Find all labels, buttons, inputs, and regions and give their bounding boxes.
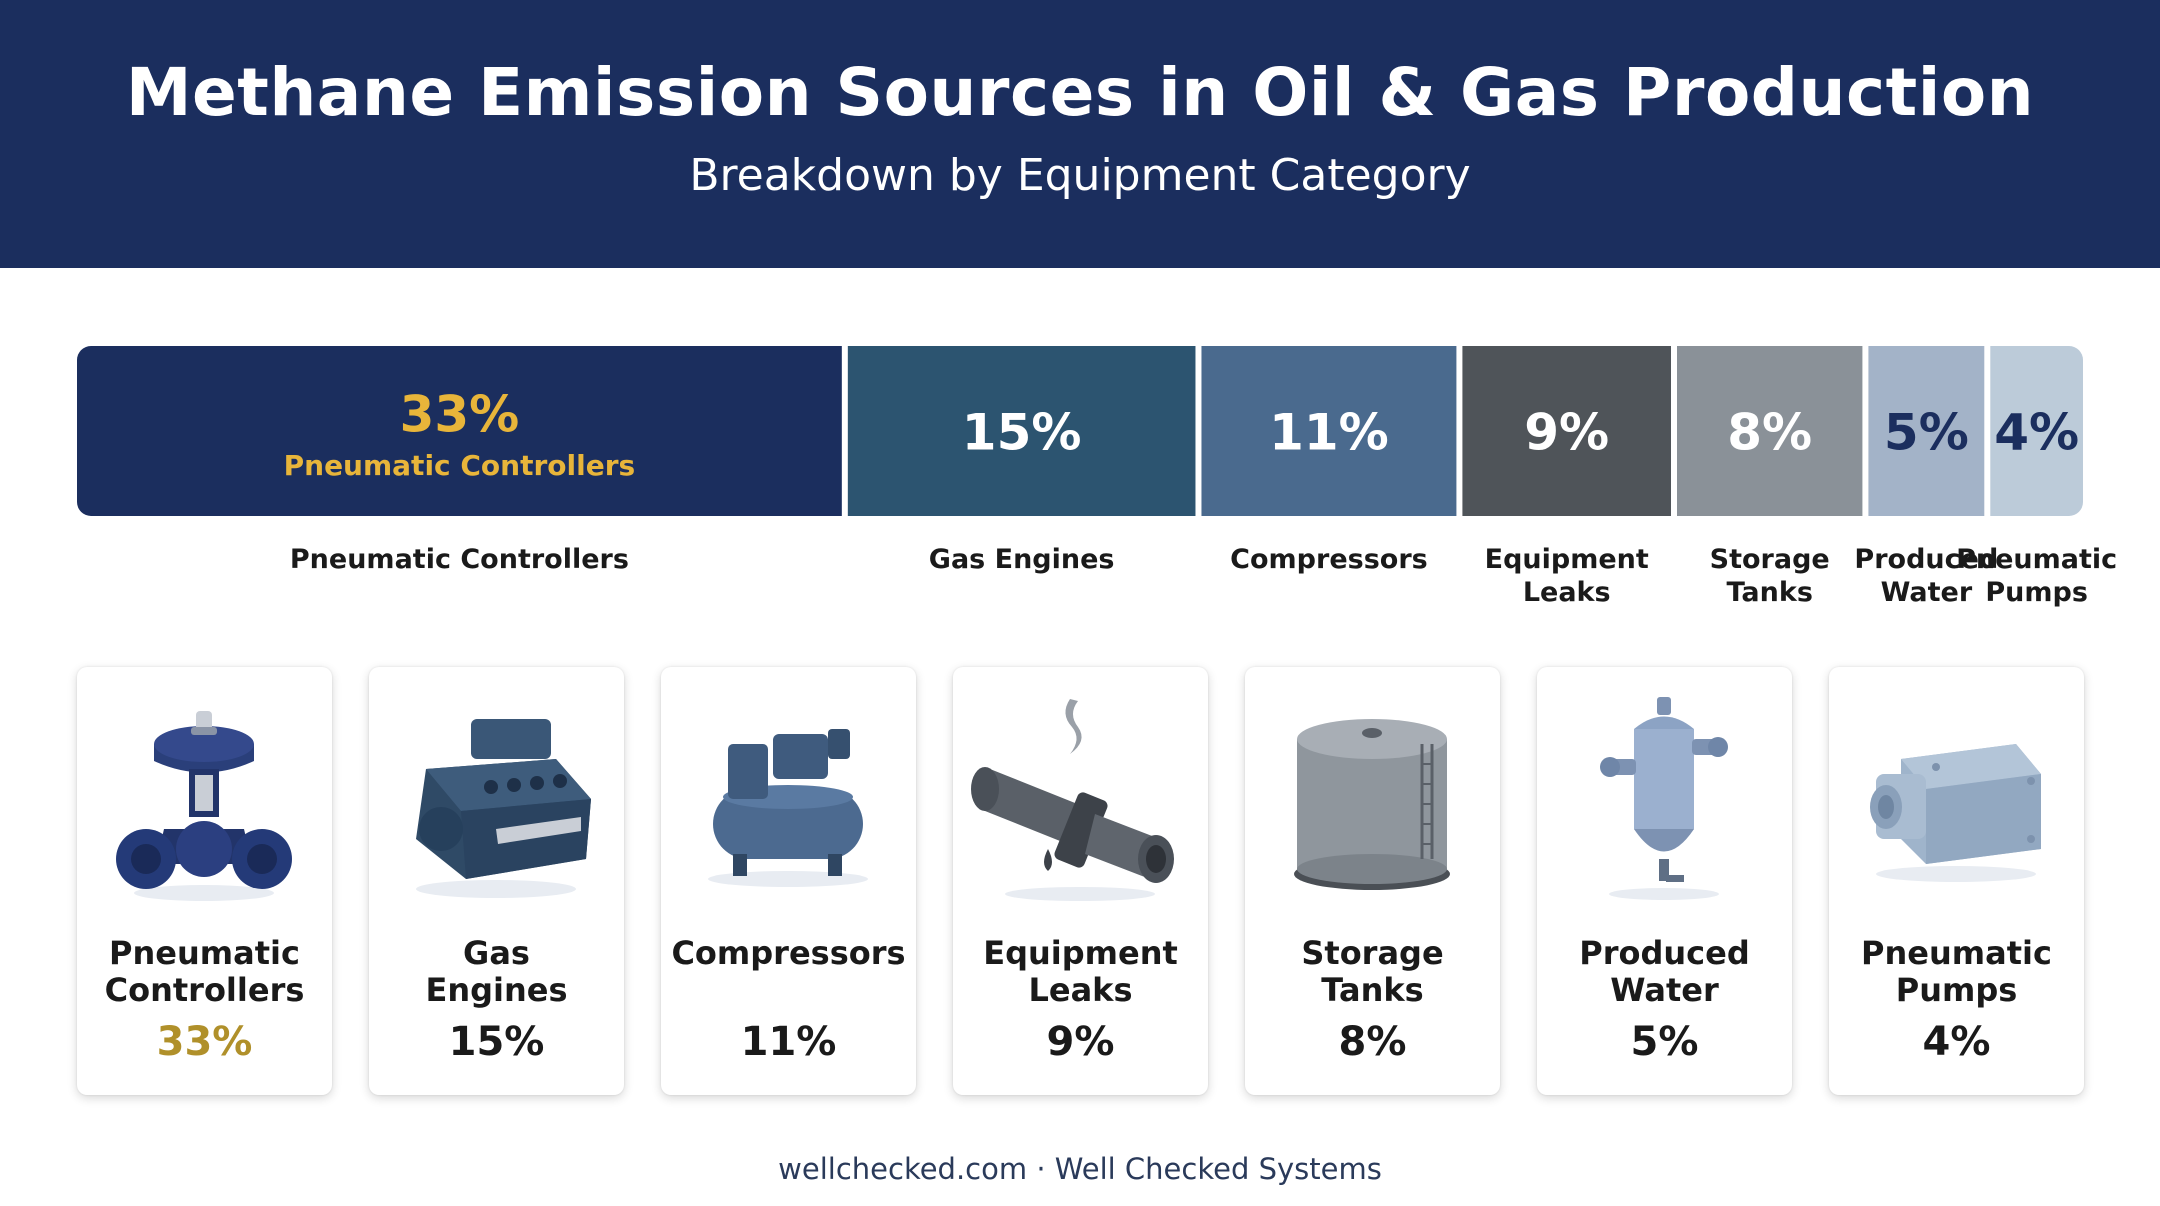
card-storage-tanks: Storage Tanks 8% [1245,667,1500,1095]
control-valve-icon [116,711,292,901]
card-title: Gas Engines [425,934,568,1009]
category-label: Produced [1854,544,1998,575]
card-percentage: 11% [740,1019,837,1065]
category-label: Storage [1710,544,1830,575]
storage-tank-icon [1294,719,1450,890]
data-label: 5% [1884,404,1969,462]
card-percentage: 9% [1046,1019,1115,1065]
header-banner: Methane Emission Sources in Oil & Gas Pr… [0,0,2160,268]
card-percentage: 5% [1630,1019,1699,1065]
data-label: 15% [962,404,1082,462]
footer-credit: wellchecked.com · Well Checked Systems [778,1152,1382,1186]
card-percentage: 15% [448,1019,545,1065]
data-label: 9% [1524,404,1609,462]
category-label: Water [1881,577,1973,608]
inner-segment-label: Pneumatic Controllers [284,449,636,482]
bar-segments [77,346,2083,516]
card-percentage: 8% [1338,1019,1407,1065]
card-equipment-leaks: Equipment Leaks 9% [953,667,1208,1095]
stacked-bar-chart: 33% Pneumatic Controllers Pneumatic Contro… [77,346,2117,608]
category-label: Pneumatic [1956,544,2117,575]
card-gas-engines: Gas Engines 15% [369,667,624,1095]
data-label: 33% [400,386,520,444]
card-title: Produced Water [1579,934,1750,1009]
bar-segment [1201,346,1457,516]
card-percentage: 4% [1922,1019,1991,1065]
bar-segment [1462,346,1671,516]
engine-icon [416,719,591,898]
card-percentage: 33% [156,1019,253,1065]
card-title: Storage Tanks [1301,934,1444,1009]
category-label: Equipment [1485,544,1649,575]
category-label: Gas Engines [929,544,1115,575]
card-title: Pneumatic Controllers [104,934,305,1009]
bar-segment [1868,346,1985,516]
category-label: Tanks [1727,577,1813,608]
bar-segment [1990,346,2083,516]
pump-icon [1870,744,2041,882]
card-pneumatic-controllers: Pneumatic Controllers 33% [77,667,332,1095]
card-compressors: Compressors 11% [661,667,916,1095]
data-label: 8% [1727,404,1812,462]
category-label: Pumps [1985,577,2088,608]
card-title: Pneumatic Pumps [1861,934,2052,1009]
category-label: Pneumatic Controllers [290,544,629,575]
card-pneumatic-pumps: Pneumatic Pumps 4% [1829,667,2084,1095]
data-label: 11% [1269,404,1389,462]
category-label: Leaks [1523,577,1611,608]
air-compressor-icon [708,729,868,887]
bar-segment [847,346,1196,516]
data-label: 4% [1994,404,2079,462]
card-title: Compressors [671,934,906,972]
category-cards: Pneumatic Controllers 33% Gas Engines 15… [77,667,2084,1097]
separator-vessel-icon [1600,697,1728,900]
leaking-pipe-icon [971,699,1174,901]
card-produced-water: Produced Water 5% [1537,667,1792,1095]
page-title: Methane Emission Sources in Oil & Gas Pr… [125,54,2035,131]
category-label: Compressors [1230,544,1428,575]
bar-segment [1677,346,1863,516]
bar-segment [77,346,842,516]
card-title: Equipment Leaks [983,934,1178,1009]
page-subtitle: Breakdown by Equipment Category [689,150,1471,201]
